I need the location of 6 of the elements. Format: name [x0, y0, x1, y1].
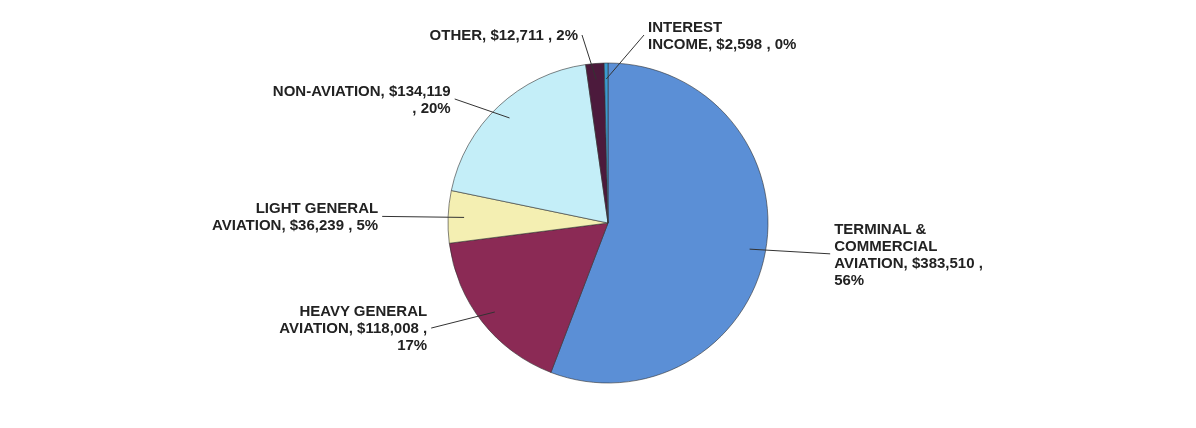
slice-label: OTHER, $12,711 , 2%	[429, 26, 578, 44]
slice-label: LIGHT GENERAL AVIATION, $36,239 , 5%	[211, 199, 379, 234]
slice-label: HEAVY GENERAL AVIATION, $118,008 , 17%	[279, 302, 428, 354]
slice-label: TERMINAL & COMMERCIAL AVIATION, $383,510 , 56%	[834, 219, 983, 288]
slice-label: INTEREST INCOME, $2,598 , 0%	[648, 17, 797, 52]
slice-label: NON-AVIATION, $134,119 , 20%	[272, 81, 451, 116]
